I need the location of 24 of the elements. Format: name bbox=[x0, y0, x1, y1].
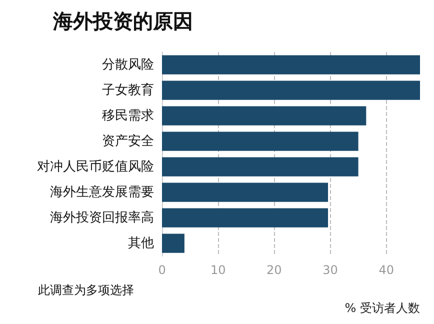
y-tick-label: 分散风险 bbox=[102, 57, 154, 72]
bar bbox=[162, 106, 366, 126]
x-tick-label: 0 bbox=[158, 263, 166, 277]
bar bbox=[162, 182, 328, 202]
y-tick-label: 其他 bbox=[128, 236, 154, 251]
bar bbox=[162, 208, 328, 228]
bar bbox=[162, 80, 420, 100]
x-axis-title: % 受访者人数 bbox=[344, 301, 420, 315]
chart-title: 海外投资的原因 bbox=[52, 9, 193, 33]
text: 此调查为多项选择 bbox=[38, 283, 134, 297]
y-tick-label: 对冲人民币贬值风险 bbox=[37, 159, 154, 174]
bar bbox=[162, 55, 420, 74]
y-tick-label: 海外投资回报率高 bbox=[50, 209, 154, 226]
y-tick-label: 移民需求 bbox=[102, 108, 154, 124]
x-tick-label: 30 bbox=[322, 263, 338, 277]
x-tick-label: 10 bbox=[210, 263, 226, 277]
y-tick-label: 子女教育 bbox=[102, 82, 154, 98]
bar bbox=[162, 157, 358, 176]
bar bbox=[162, 132, 358, 151]
y-tick-label: 资产安全 bbox=[102, 132, 154, 149]
y-tick-label: 海外生意发展需要 bbox=[50, 184, 154, 200]
bar bbox=[162, 234, 184, 253]
x-tick-label: 20 bbox=[266, 263, 282, 277]
x-tick-label: 40 bbox=[378, 263, 394, 277]
